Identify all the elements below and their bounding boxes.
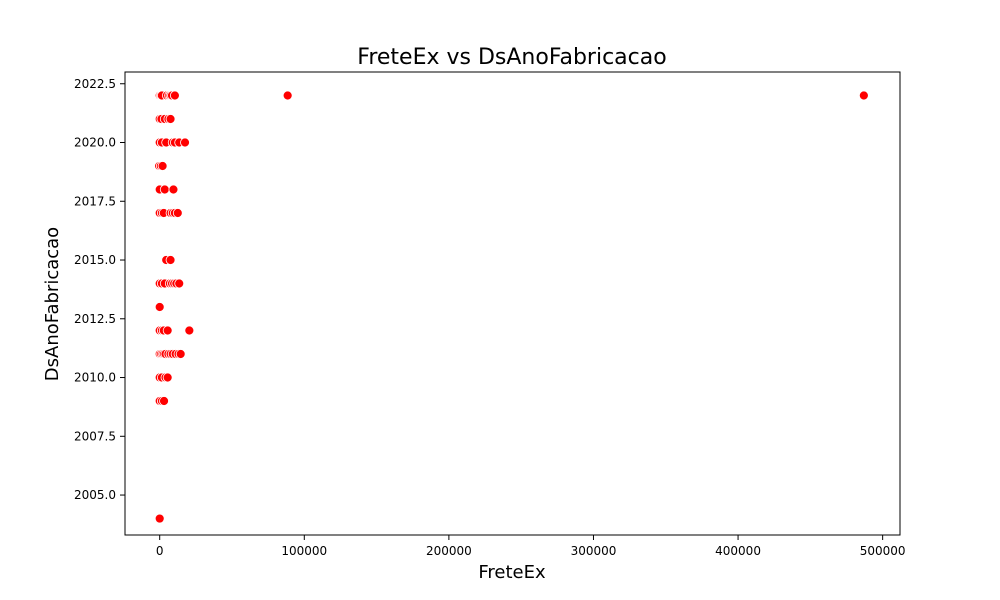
x-axis: 0 100000 200000 300000 400000 500000 [156, 535, 906, 558]
y-axis-label: DsAnoFabricacao [42, 227, 63, 381]
data-point [858, 90, 869, 101]
data-point [159, 184, 170, 195]
data-point [168, 184, 179, 195]
y-tick-label: 2012.5 [74, 312, 116, 326]
data-point [282, 90, 293, 101]
x-tick-label: 500000 [860, 544, 906, 558]
data-point [165, 255, 176, 265]
data-point [165, 114, 176, 124]
data-point [162, 325, 173, 336]
data-point [154, 513, 165, 524]
x-axis-label: FreteEx [478, 562, 546, 583]
data-point [172, 208, 183, 218]
data-point [162, 372, 173, 383]
plot-area-frame [124, 71, 901, 536]
data-point [180, 137, 190, 148]
points-layer [154, 90, 869, 524]
y-axis: 2005.0 2007.5 2010.0 2012.5 2015.0 2017.5 2020… [74, 77, 125, 502]
y-tick-label: 2020.0 [74, 136, 116, 150]
y-tick-label: 2010.0 [74, 371, 116, 385]
y-tick-label: 2022.5 [74, 77, 116, 91]
data-point [174, 278, 185, 289]
x-tick-label: 0 [156, 544, 164, 558]
data-point [157, 161, 168, 171]
y-tick-label: 2005.0 [74, 488, 116, 502]
x-tick-label: 100000 [281, 544, 327, 558]
data-point [175, 349, 186, 359]
data-point [184, 325, 195, 336]
x-tick-label: 300000 [571, 544, 617, 558]
x-tick-label: 200000 [426, 544, 472, 558]
x-tick-label: 400000 [715, 544, 761, 558]
data-point [154, 302, 165, 312]
y-tick-label: 2015.0 [74, 253, 116, 267]
y-tick-label: 2017.5 [74, 194, 116, 208]
data-point [169, 90, 180, 101]
data-point [159, 396, 169, 406]
y-tick-label: 2007.5 [74, 429, 116, 443]
chart-title: FreteEx vs DsAnoFabricacao [357, 45, 666, 70]
